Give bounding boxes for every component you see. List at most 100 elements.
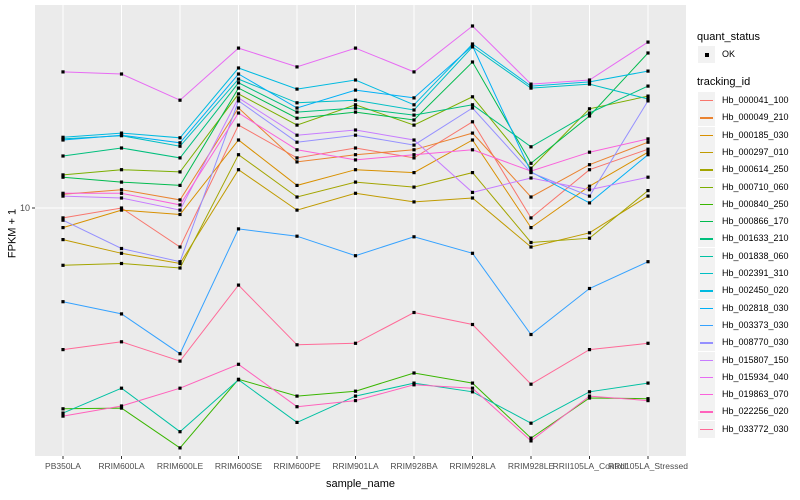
point-marker xyxy=(295,140,299,144)
point-marker xyxy=(529,145,533,149)
point-marker xyxy=(236,153,241,157)
point-marker xyxy=(119,208,124,212)
point-marker xyxy=(587,390,592,394)
point-marker xyxy=(353,168,358,172)
point-marker xyxy=(646,175,650,179)
point-marker xyxy=(412,118,416,122)
point-marker xyxy=(295,183,299,187)
point-marker xyxy=(646,381,650,385)
point-marker xyxy=(295,394,299,398)
point-marker xyxy=(119,340,124,344)
point-marker xyxy=(61,175,65,179)
point-marker xyxy=(412,381,416,385)
point-marker xyxy=(353,399,358,403)
point-marker xyxy=(61,407,65,411)
legend-key-Hb_000614_250 xyxy=(698,161,715,179)
point-marker xyxy=(353,191,358,195)
point-marker xyxy=(61,138,65,142)
line-swatch-icon xyxy=(700,151,713,154)
panel-background xyxy=(35,5,686,456)
point-marker xyxy=(119,196,124,200)
legend-key-Hb_000866_170 xyxy=(698,213,715,231)
point-marker xyxy=(178,141,182,145)
point-marker xyxy=(587,150,592,154)
line-swatch-icon xyxy=(700,203,713,206)
point-marker xyxy=(61,173,65,177)
point-marker xyxy=(646,97,650,101)
point-marker xyxy=(412,383,416,387)
point-marker xyxy=(178,183,182,187)
legend-key-Hb_001633_210 xyxy=(698,230,715,248)
legend-label-Hb_001838_060: Hb_001838_060 xyxy=(722,250,789,261)
point-marker xyxy=(295,160,299,164)
point-marker xyxy=(295,87,299,91)
line-swatch-icon xyxy=(700,255,713,258)
x-axis-title: sample_name xyxy=(325,478,396,490)
point-marker xyxy=(295,106,299,110)
point-marker xyxy=(353,98,358,102)
legend-label-Hb_000614_250: Hb_000614_250 xyxy=(722,164,789,175)
point-marker xyxy=(353,254,358,258)
legend-label-Hb_019863_070: Hb_019863_070 xyxy=(722,389,789,400)
point-marker xyxy=(587,114,592,118)
point-marker xyxy=(529,169,533,173)
point-marker xyxy=(470,42,475,46)
point-marker xyxy=(646,51,650,55)
point-marker xyxy=(587,188,592,192)
point-marker xyxy=(178,430,182,434)
point-marker xyxy=(178,446,182,450)
line-swatch-icon xyxy=(700,117,713,119)
point-marker xyxy=(412,371,416,375)
point-marker-icon xyxy=(705,53,709,57)
line-swatch-icon xyxy=(700,376,713,379)
point-marker xyxy=(646,99,650,103)
legend-key-Hb_033772_030 xyxy=(698,420,715,438)
point-marker xyxy=(178,170,182,174)
line-swatch-icon xyxy=(700,134,713,136)
legend-ok-key xyxy=(698,46,715,63)
x-tick-label: RRIM600LE xyxy=(156,461,204,471)
legend-label-Hb_033772_030: Hb_033772_030 xyxy=(722,423,789,434)
line-swatch-icon xyxy=(700,411,713,413)
point-marker xyxy=(587,236,592,240)
point-marker xyxy=(412,113,416,117)
point-marker xyxy=(353,146,358,150)
point-marker xyxy=(178,98,182,102)
point-marker xyxy=(61,194,65,198)
x-tick-label: RRIM928LA xyxy=(449,461,496,471)
point-marker xyxy=(529,332,533,337)
point-marker xyxy=(529,161,533,165)
point-marker xyxy=(295,343,299,347)
point-marker xyxy=(61,414,65,418)
point-marker xyxy=(119,131,124,135)
point-marker xyxy=(236,77,241,81)
point-marker xyxy=(470,95,475,99)
point-marker xyxy=(119,72,124,76)
point-marker xyxy=(646,194,650,198)
point-marker xyxy=(646,40,650,44)
point-marker xyxy=(470,171,475,175)
point-marker xyxy=(178,261,182,266)
point-marker xyxy=(470,190,475,194)
point-marker xyxy=(529,436,533,440)
point-marker xyxy=(295,123,299,127)
point-marker xyxy=(353,103,358,107)
point-marker xyxy=(587,107,592,111)
legend-key-Hb_003373_030 xyxy=(698,316,715,334)
legend-label-Hb_000297_010: Hb_000297_010 xyxy=(722,146,789,157)
point-marker xyxy=(646,150,650,154)
point-marker xyxy=(119,251,124,255)
point-marker xyxy=(178,208,182,212)
point-marker xyxy=(587,168,592,172)
point-marker xyxy=(236,123,241,127)
point-marker xyxy=(353,128,358,132)
point-marker xyxy=(529,195,533,199)
point-marker xyxy=(236,72,241,76)
point-marker xyxy=(529,439,533,443)
point-marker xyxy=(119,261,124,266)
point-marker xyxy=(470,24,475,28)
point-marker xyxy=(295,420,299,424)
point-marker xyxy=(295,116,299,120)
x-tick-label: RRIM600SE xyxy=(214,461,263,471)
